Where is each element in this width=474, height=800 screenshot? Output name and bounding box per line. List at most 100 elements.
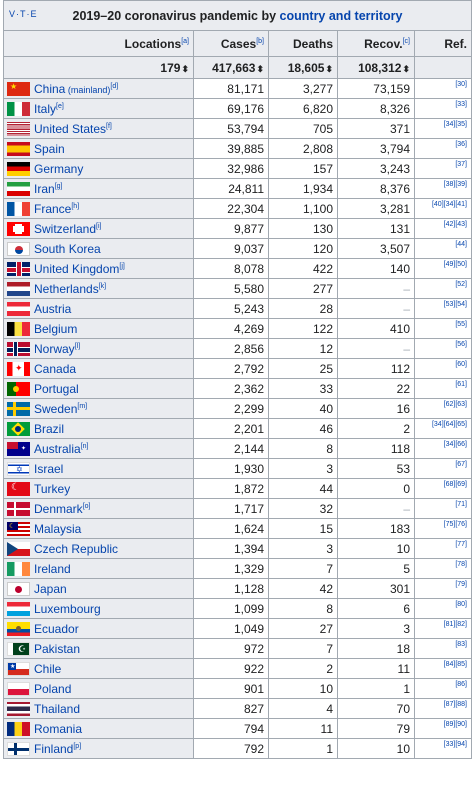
country-link[interactable]: Poland bbox=[34, 681, 72, 696]
country-link[interactable]: Finland bbox=[34, 741, 74, 756]
reference-cell[interactable]: [68][69] bbox=[414, 478, 472, 499]
footnote-link[interactable]: [h] bbox=[71, 202, 80, 210]
reference-cell[interactable]: [33][94] bbox=[414, 738, 472, 759]
reference-cell[interactable]: [33] bbox=[414, 98, 472, 119]
country-link[interactable]: Brazil bbox=[34, 421, 65, 436]
country-link[interactable]: Ireland bbox=[34, 561, 71, 576]
total-recov[interactable]: 108,312⬍ bbox=[337, 56, 415, 79]
reference-cell[interactable]: [53][54] bbox=[414, 298, 472, 319]
reference-cell[interactable]: [44] bbox=[414, 238, 472, 259]
footnote-link[interactable]: [n] bbox=[80, 442, 89, 450]
reference-cell[interactable]: [36] bbox=[414, 138, 472, 159]
country-link[interactable]: Thailand bbox=[34, 701, 81, 716]
country-link[interactable]: Turkey bbox=[34, 481, 71, 496]
country-link[interactable]: Israel bbox=[34, 461, 64, 476]
reference-cell[interactable]: [42][43] bbox=[414, 218, 472, 239]
reference-cell[interactable]: [34][35] bbox=[414, 118, 472, 139]
country-link[interactable]: United Kingdom bbox=[34, 261, 120, 276]
reference-cell[interactable]: [81][82] bbox=[414, 618, 472, 639]
reference-cell[interactable]: [75][76] bbox=[414, 518, 472, 539]
vte-links[interactable]: V·T·E bbox=[9, 9, 38, 19]
col-cases[interactable]: Cases[b] bbox=[193, 30, 269, 57]
sweden-flag-icon bbox=[7, 401, 30, 416]
reference-cell[interactable]: [67] bbox=[414, 458, 472, 479]
reference-cell[interactable]: [86] bbox=[414, 678, 472, 699]
country-link[interactable]: Iran bbox=[34, 181, 55, 196]
total-deaths[interactable]: 18,605⬍ bbox=[268, 56, 338, 79]
country-link[interactable]: Sweden bbox=[34, 401, 78, 416]
country-link[interactable]: Canada bbox=[34, 361, 77, 376]
uk-flag-icon bbox=[7, 261, 30, 276]
reference-cell[interactable]: [34][64][65] bbox=[414, 418, 472, 439]
recov-cell: 5 bbox=[337, 558, 415, 579]
china-flag-icon: ★ bbox=[7, 81, 30, 96]
footnote-link[interactable]: [o] bbox=[82, 502, 91, 510]
country-link[interactable]: Portugal bbox=[34, 381, 79, 396]
total-cases[interactable]: 417,663⬍ bbox=[193, 56, 269, 79]
reference-cell[interactable]: [38][39] bbox=[414, 178, 472, 199]
reference-cell[interactable]: [77] bbox=[414, 538, 472, 559]
country-link[interactable]: Belgium bbox=[34, 321, 78, 336]
reference-cell[interactable]: [79] bbox=[414, 578, 472, 599]
reference-cell[interactable]: [40][34][41] bbox=[414, 198, 472, 219]
country-link[interactable]: Switzerland bbox=[34, 221, 97, 236]
col-recov[interactable]: Recov.[c] bbox=[337, 30, 415, 57]
country-link[interactable]: Spain bbox=[34, 141, 65, 156]
country-link[interactable]: Netherlands bbox=[34, 281, 99, 296]
country-link[interactable]: Japan bbox=[34, 581, 67, 596]
reference-cell[interactable]: [56] bbox=[414, 338, 472, 359]
country-link[interactable]: France bbox=[34, 201, 72, 216]
reference-cell[interactable]: [49][50] bbox=[414, 258, 472, 279]
footnote-link[interactable]: [p] bbox=[73, 742, 82, 750]
country-link[interactable]: Norway bbox=[34, 341, 75, 356]
reference-cell[interactable]: [61] bbox=[414, 378, 472, 399]
reference-cell[interactable]: [71] bbox=[414, 498, 472, 519]
country-link[interactable]: South Korea bbox=[34, 241, 101, 256]
footnote-link[interactable]: [k] bbox=[98, 282, 107, 290]
japan-flag-icon bbox=[7, 581, 30, 596]
table-row: Luxembourg 1,099 8 6 [80] bbox=[3, 598, 472, 619]
reference-cell[interactable]: [55] bbox=[414, 318, 472, 339]
footnote-link[interactable]: [j] bbox=[119, 262, 125, 270]
country-link[interactable]: Germany bbox=[34, 161, 84, 176]
reference-cell[interactable]: [37] bbox=[414, 158, 472, 179]
table-row: Poland 901 10 1 [86] bbox=[3, 678, 472, 699]
total-locations[interactable]: 179⬍ bbox=[3, 56, 194, 79]
country-link[interactable]: Italy bbox=[34, 101, 57, 116]
footnote-link[interactable]: [l] bbox=[74, 342, 81, 350]
country-link[interactable]: Denmark bbox=[34, 501, 83, 516]
country-link[interactable]: Malaysia bbox=[34, 521, 82, 536]
deaths-cell: 2,808 bbox=[268, 138, 338, 159]
deaths-cell: 6,820 bbox=[268, 98, 338, 119]
country-link[interactable]: Romania bbox=[34, 721, 83, 736]
col-locations[interactable]: Locations[a] bbox=[3, 30, 194, 57]
reference-cell[interactable]: [84][85] bbox=[414, 658, 472, 679]
footnote-link[interactable]: [f] bbox=[106, 122, 112, 130]
country-link[interactable]: Luxembourg bbox=[34, 601, 101, 616]
title-link[interactable]: country and territory bbox=[279, 8, 403, 23]
footnote-link[interactable]: [g] bbox=[54, 182, 63, 190]
reference-cell[interactable]: [89][90] bbox=[414, 718, 472, 739]
reference-cell[interactable]: [87][88] bbox=[414, 698, 472, 719]
country-link[interactable]: United States bbox=[34, 121, 107, 136]
country-link[interactable]: China bbox=[34, 81, 66, 96]
reference-cell[interactable]: [30] bbox=[414, 78, 472, 99]
reference-cell[interactable]: [60] bbox=[414, 358, 472, 379]
footnote-link[interactable]: [e] bbox=[56, 102, 64, 110]
reference-cell[interactable]: [34][66] bbox=[414, 438, 472, 459]
footnote-link[interactable]: [i] bbox=[96, 222, 102, 230]
reference-cell[interactable]: [83] bbox=[414, 638, 472, 659]
country-link[interactable]: Czech Republic bbox=[34, 541, 119, 556]
reference-cell[interactable]: [80] bbox=[414, 598, 472, 619]
country-link[interactable]: Pakistan bbox=[34, 641, 81, 656]
country-link[interactable]: Austria bbox=[34, 301, 72, 316]
country-link[interactable]: Australia bbox=[34, 441, 81, 456]
reference-cell[interactable]: [62][63] bbox=[414, 398, 472, 419]
footnote-link[interactable]: [m] bbox=[77, 402, 88, 410]
reference-cell[interactable]: [78] bbox=[414, 558, 472, 579]
reference-cell[interactable]: [52] bbox=[414, 278, 472, 299]
footnote-link[interactable]: [d] bbox=[110, 82, 119, 90]
col-deaths[interactable]: Deaths bbox=[268, 30, 338, 57]
country-link[interactable]: Ecuador bbox=[34, 621, 79, 636]
country-link[interactable]: Chile bbox=[34, 661, 62, 676]
